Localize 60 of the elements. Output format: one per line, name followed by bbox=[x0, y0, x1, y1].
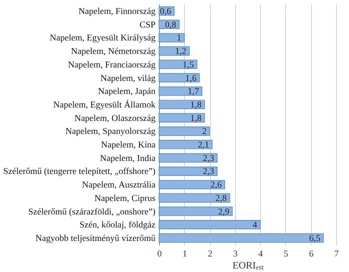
data-label: 1,6 bbox=[185, 72, 197, 83]
x-axis-title: EORIₑₛₜ bbox=[232, 260, 264, 272]
y-tick-label: Napelem, Japán bbox=[98, 86, 156, 96]
y-tick-label: CSP bbox=[139, 19, 156, 30]
x-tick-label: 5 bbox=[284, 248, 289, 258]
y-tick-label: Napelem, Spanyolország bbox=[66, 126, 156, 136]
x-tick-label: 6 bbox=[308, 248, 314, 258]
data-label: 2,9 bbox=[218, 206, 230, 216]
bar bbox=[158, 100, 205, 110]
bar bbox=[158, 126, 210, 136]
data-label: 1,7 bbox=[188, 86, 200, 96]
data-label: 2,3 bbox=[202, 166, 215, 176]
y-tick-label: Nagyobb teljesítményű vízerőmű bbox=[36, 232, 156, 243]
bar bbox=[158, 86, 202, 96]
bar bbox=[158, 33, 185, 42]
data-label: 6,5 bbox=[309, 232, 321, 243]
y-tick-label: Napelem, Kína bbox=[101, 140, 156, 150]
data-label: 4 bbox=[252, 220, 258, 230]
data-label: 1,2 bbox=[175, 46, 186, 56]
data-label: 0,8 bbox=[164, 19, 177, 30]
data-label: 2,3 bbox=[202, 152, 215, 163]
y-tick-label: Napelem, Ausztrália bbox=[82, 180, 156, 190]
data-label: 1,8 bbox=[190, 112, 202, 123]
bar bbox=[158, 180, 226, 190]
x-tick-label: 0 bbox=[157, 248, 162, 258]
bar bbox=[158, 73, 200, 82]
bar bbox=[158, 220, 260, 230]
bar bbox=[158, 140, 212, 150]
data-label: 2,8 bbox=[216, 192, 228, 203]
y-tick-label: Szélerőmű (szárazföldi, „onshore”) bbox=[28, 206, 156, 216]
data-label: 2,6 bbox=[210, 180, 222, 190]
y-tick-label: Napelem, India bbox=[100, 152, 156, 163]
data-label: 1,5 bbox=[182, 59, 194, 70]
y-tick-label: Napelem, Németország bbox=[71, 46, 156, 56]
bar bbox=[158, 206, 233, 216]
y-tick-label: Napelem, Ciprus bbox=[94, 192, 156, 203]
y-tick-label: Napelem, Egyesült Államok bbox=[53, 99, 156, 110]
y-tick-label: Napelem, Olaszország bbox=[74, 112, 156, 123]
data-label: 1,8 bbox=[190, 99, 202, 110]
y-tick-label: Napelem, világ bbox=[100, 72, 156, 83]
x-tick-label: 1 bbox=[182, 248, 188, 258]
data-label: 1 bbox=[176, 32, 182, 43]
x-tick-label: 4 bbox=[258, 248, 264, 258]
data-label: 0,6 bbox=[160, 6, 172, 16]
data-label: 2 bbox=[202, 126, 207, 136]
bar bbox=[158, 113, 205, 122]
data-label: 2,1 bbox=[198, 140, 210, 150]
bar bbox=[158, 233, 324, 243]
y-tick-label: Napelem, Egyesült Királyság bbox=[50, 32, 156, 43]
x-tick-label: 3 bbox=[233, 248, 238, 258]
y-tick-label: Napelem, Franciaország bbox=[68, 59, 156, 70]
bar bbox=[158, 153, 218, 163]
y-tick-label: Szélerőmű (tengerre telepített, „offshore”) bbox=[3, 166, 156, 176]
x-tick-label: 2 bbox=[208, 248, 212, 258]
bar bbox=[158, 60, 198, 70]
y-tick-label: Szén, kőolaj, földgáz bbox=[80, 220, 156, 230]
y-tick-label: Napelem, Finnország bbox=[78, 6, 156, 16]
bar bbox=[158, 166, 218, 176]
x-tick-label: 7 bbox=[334, 248, 340, 258]
bar bbox=[158, 193, 230, 203]
